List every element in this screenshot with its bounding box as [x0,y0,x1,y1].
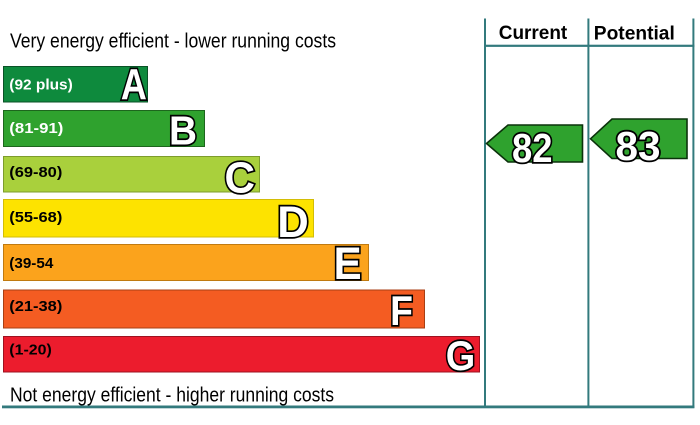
svg-text:Not energy efficient - higher: Not energy efficient - higher running co… [10,385,334,407]
svg-text:E: E [334,238,362,289]
svg-text:D: D [277,198,309,247]
svg-text:C: C [225,153,256,202]
svg-text:83: 83 [616,123,661,169]
svg-text:B: B [169,107,197,153]
svg-text:Current: Current [499,22,568,44]
svg-text:(21-38): (21-38) [9,298,62,315]
svg-text:82: 82 [512,125,553,171]
svg-text:(69-80): (69-80) [9,164,62,181]
svg-text:F: F [390,287,413,334]
svg-text:Potential: Potential [594,22,675,44]
svg-text:(39-54: (39-54 [9,255,54,272]
svg-text:(81-91): (81-91) [9,120,63,137]
svg-text:A: A [121,60,147,109]
svg-text:Very energy efficient - lower: Very energy efficient - lower running co… [10,31,336,53]
svg-text:G: G [446,332,476,379]
svg-text:(55-68): (55-68) [9,209,62,226]
svg-text:(1-20): (1-20) [9,342,52,359]
svg-text:(92 plus): (92 plus) [9,77,73,94]
